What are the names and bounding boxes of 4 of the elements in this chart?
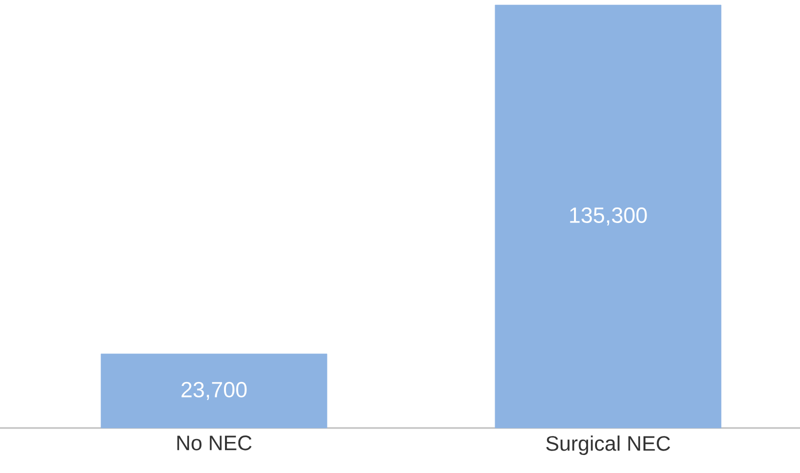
data-label: 23,700 — [182, 382, 247, 400]
x-tick-label: Surgical NEC — [546, 436, 670, 456]
data-label: 135,300 — [570, 207, 647, 226]
x-tick-label: No NEC — [177, 436, 252, 450]
